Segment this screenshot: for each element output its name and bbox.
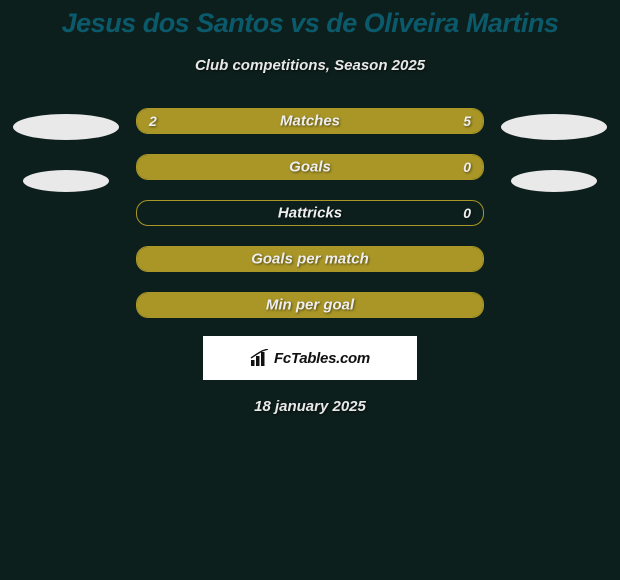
left-team-badge bbox=[23, 170, 109, 192]
date-label: 18 january 2025 bbox=[0, 398, 620, 415]
stat-value-right: 0 bbox=[463, 205, 471, 221]
page-title: Jesus dos Santos vs de Oliveira Martins bbox=[0, 6, 620, 41]
stat-bar: Goals per match bbox=[136, 246, 484, 272]
stat-label: Goals bbox=[289, 159, 331, 176]
stat-value-right: 5 bbox=[463, 113, 471, 129]
left-player-avatar bbox=[13, 114, 119, 140]
stat-bar: Hattricks 0 bbox=[136, 200, 484, 226]
stat-bar: Min per goal bbox=[136, 292, 484, 318]
stat-label: Min per goal bbox=[266, 297, 354, 314]
branding-logo: FcTables.com bbox=[203, 336, 417, 380]
right-player-column bbox=[494, 108, 614, 192]
left-player-column bbox=[6, 108, 126, 192]
stat-label: Goals per match bbox=[251, 251, 369, 268]
logo-text: FcTables.com bbox=[274, 350, 370, 367]
stat-bars: Matches 2 5 Goals 0 Hattricks 0 Goals per match… bbox=[126, 108, 494, 318]
stat-bar: Goals 0 bbox=[136, 154, 484, 180]
right-team-badge bbox=[511, 170, 597, 192]
right-player-avatar bbox=[501, 114, 607, 140]
stat-label: Hattricks bbox=[278, 205, 342, 222]
stat-value-right: 0 bbox=[463, 159, 471, 175]
bar-fill-right bbox=[236, 109, 483, 133]
stat-value-left: 2 bbox=[149, 113, 157, 129]
bar-chart-icon bbox=[250, 349, 270, 367]
stat-bar: Matches 2 5 bbox=[136, 108, 484, 134]
subtitle: Club competitions, Season 2025 bbox=[0, 57, 620, 74]
comparison-row: Matches 2 5 Goals 0 Hattricks 0 Goals per match… bbox=[0, 108, 620, 318]
stat-label: Matches bbox=[280, 113, 340, 130]
